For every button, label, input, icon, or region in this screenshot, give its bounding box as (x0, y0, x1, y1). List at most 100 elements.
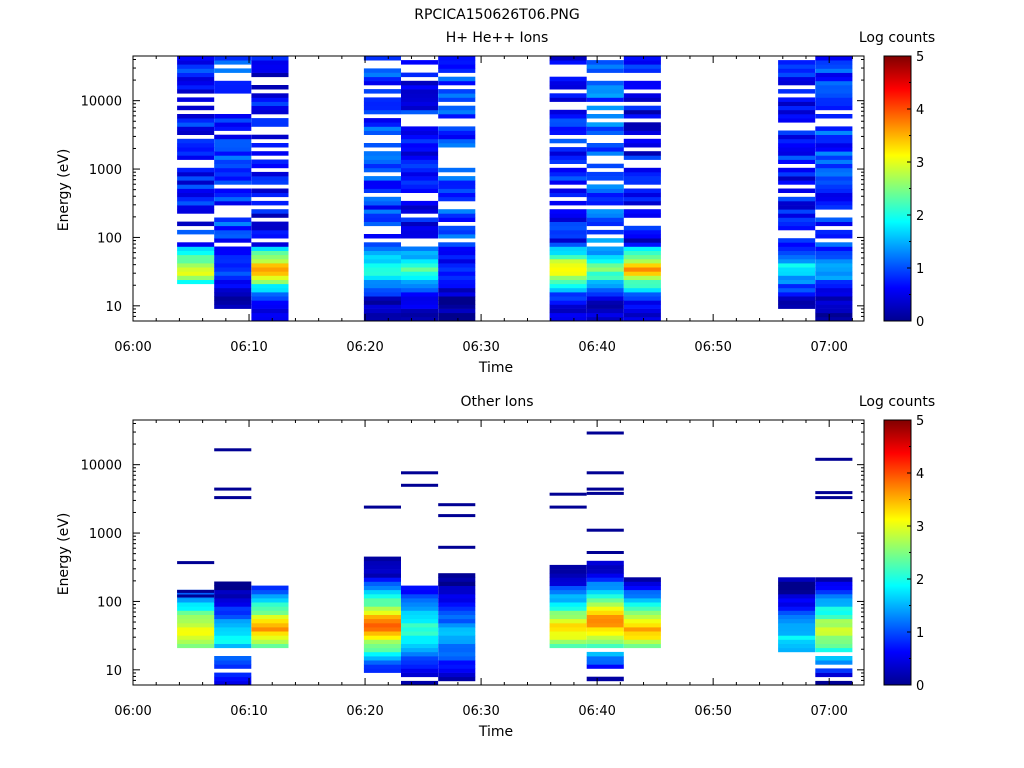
energy-bin (401, 271, 439, 276)
energy-bin (778, 76, 816, 82)
energy-bin (214, 643, 252, 649)
energy-bin (251, 602, 289, 607)
energy-bin (177, 242, 215, 247)
energy-bin (214, 68, 252, 73)
energy-bin (251, 171, 289, 177)
energy-bin (214, 267, 252, 272)
sparse-count-line (401, 483, 439, 487)
energy-bin (177, 271, 215, 276)
energy-bin (251, 316, 289, 322)
x-tick-label: 06:00 (114, 340, 151, 355)
panel-1-ylabel: Energy (eV) (56, 149, 72, 232)
energy-bin (438, 254, 476, 260)
y-tick-label: 100 (97, 595, 122, 610)
energy-bin (214, 627, 252, 632)
energy-bin (363, 556, 401, 562)
energy-bin (401, 229, 439, 235)
energy-bin (778, 271, 816, 276)
energy-bin (214, 254, 252, 260)
colorbar-tick-label: 0 (916, 315, 924, 330)
energy-bin (549, 118, 587, 123)
energy-bin (401, 176, 439, 181)
energy-bin (401, 155, 439, 160)
colorbar-tick-label: 3 (916, 156, 924, 171)
energy-bin (815, 622, 853, 628)
energy-bin (623, 68, 661, 73)
energy-bin (401, 163, 439, 169)
y-tick-label: 1000 (89, 527, 122, 542)
energy-bin (586, 618, 624, 624)
energy-bin (815, 101, 853, 106)
energy-bin (214, 176, 252, 181)
energy-bin (177, 147, 215, 152)
energy-bin (251, 105, 289, 111)
energy-bin (363, 279, 401, 285)
energy-bin (623, 622, 661, 628)
energy-bin (549, 155, 587, 160)
sparse-count-line (214, 487, 252, 491)
energy-bin (401, 184, 439, 189)
x-tick-label: 06:10 (230, 704, 267, 719)
energy-bin (177, 188, 215, 193)
energy-bin (177, 126, 215, 131)
energy-bin (778, 101, 816, 106)
energy-bin (401, 635, 439, 640)
energy-bin (815, 610, 853, 615)
energy-bin (251, 159, 289, 164)
energy-bin (586, 676, 624, 682)
energy-bin (586, 93, 624, 98)
sparse-count-line (549, 492, 587, 496)
energy-bin (549, 209, 587, 214)
energy-bin (401, 167, 439, 173)
x-tick-label: 06:00 (114, 704, 151, 719)
energy-bin (623, 229, 661, 235)
energy-bin (815, 598, 853, 603)
spectrum-column (214, 448, 252, 686)
energy-bin (623, 610, 661, 615)
energy-bin (251, 200, 289, 206)
energy-bin (438, 225, 476, 231)
energy-bin (363, 242, 401, 247)
spectrum-column (251, 585, 289, 649)
energy-bin (586, 312, 624, 318)
energy-bin (549, 569, 587, 574)
energy-bin (251, 68, 289, 73)
energy-bin (401, 656, 439, 661)
energy-bin (586, 188, 624, 193)
energy-bin (401, 80, 439, 86)
energy-bin (623, 618, 661, 624)
energy-bin (586, 279, 624, 285)
energy-bin (363, 56, 401, 61)
energy-bin (778, 217, 816, 222)
energy-bin (438, 606, 476, 611)
energy-bin (623, 122, 661, 127)
energy-bin (214, 660, 252, 665)
energy-bin (815, 151, 853, 156)
energy-bin (214, 283, 252, 289)
colorbar-tick-label: 2 (916, 573, 924, 588)
energy-bin (623, 631, 661, 636)
sparse-count-line (549, 505, 587, 509)
energy-bin (401, 267, 439, 272)
plot-frame (132, 55, 865, 322)
energy-bin (438, 308, 476, 314)
energy-bin (778, 581, 816, 586)
energy-bin (623, 593, 661, 599)
energy-bin (214, 287, 252, 293)
energy-bin (214, 639, 252, 644)
energy-bin (778, 250, 816, 256)
energy-bin (401, 171, 439, 177)
energy-bin (401, 660, 439, 665)
energy-bin (214, 635, 252, 640)
energy-bin (363, 635, 401, 640)
x-tick-label: 06:50 (694, 340, 731, 355)
energy-bin (251, 271, 289, 276)
energy-bin (815, 85, 853, 90)
energy-bin (623, 143, 661, 148)
energy-bin (586, 151, 624, 156)
sparse-count-line (438, 514, 476, 518)
energy-bin (438, 143, 476, 148)
energy-bin (401, 258, 439, 264)
energy-bin (778, 196, 816, 202)
energy-bin (623, 60, 661, 65)
